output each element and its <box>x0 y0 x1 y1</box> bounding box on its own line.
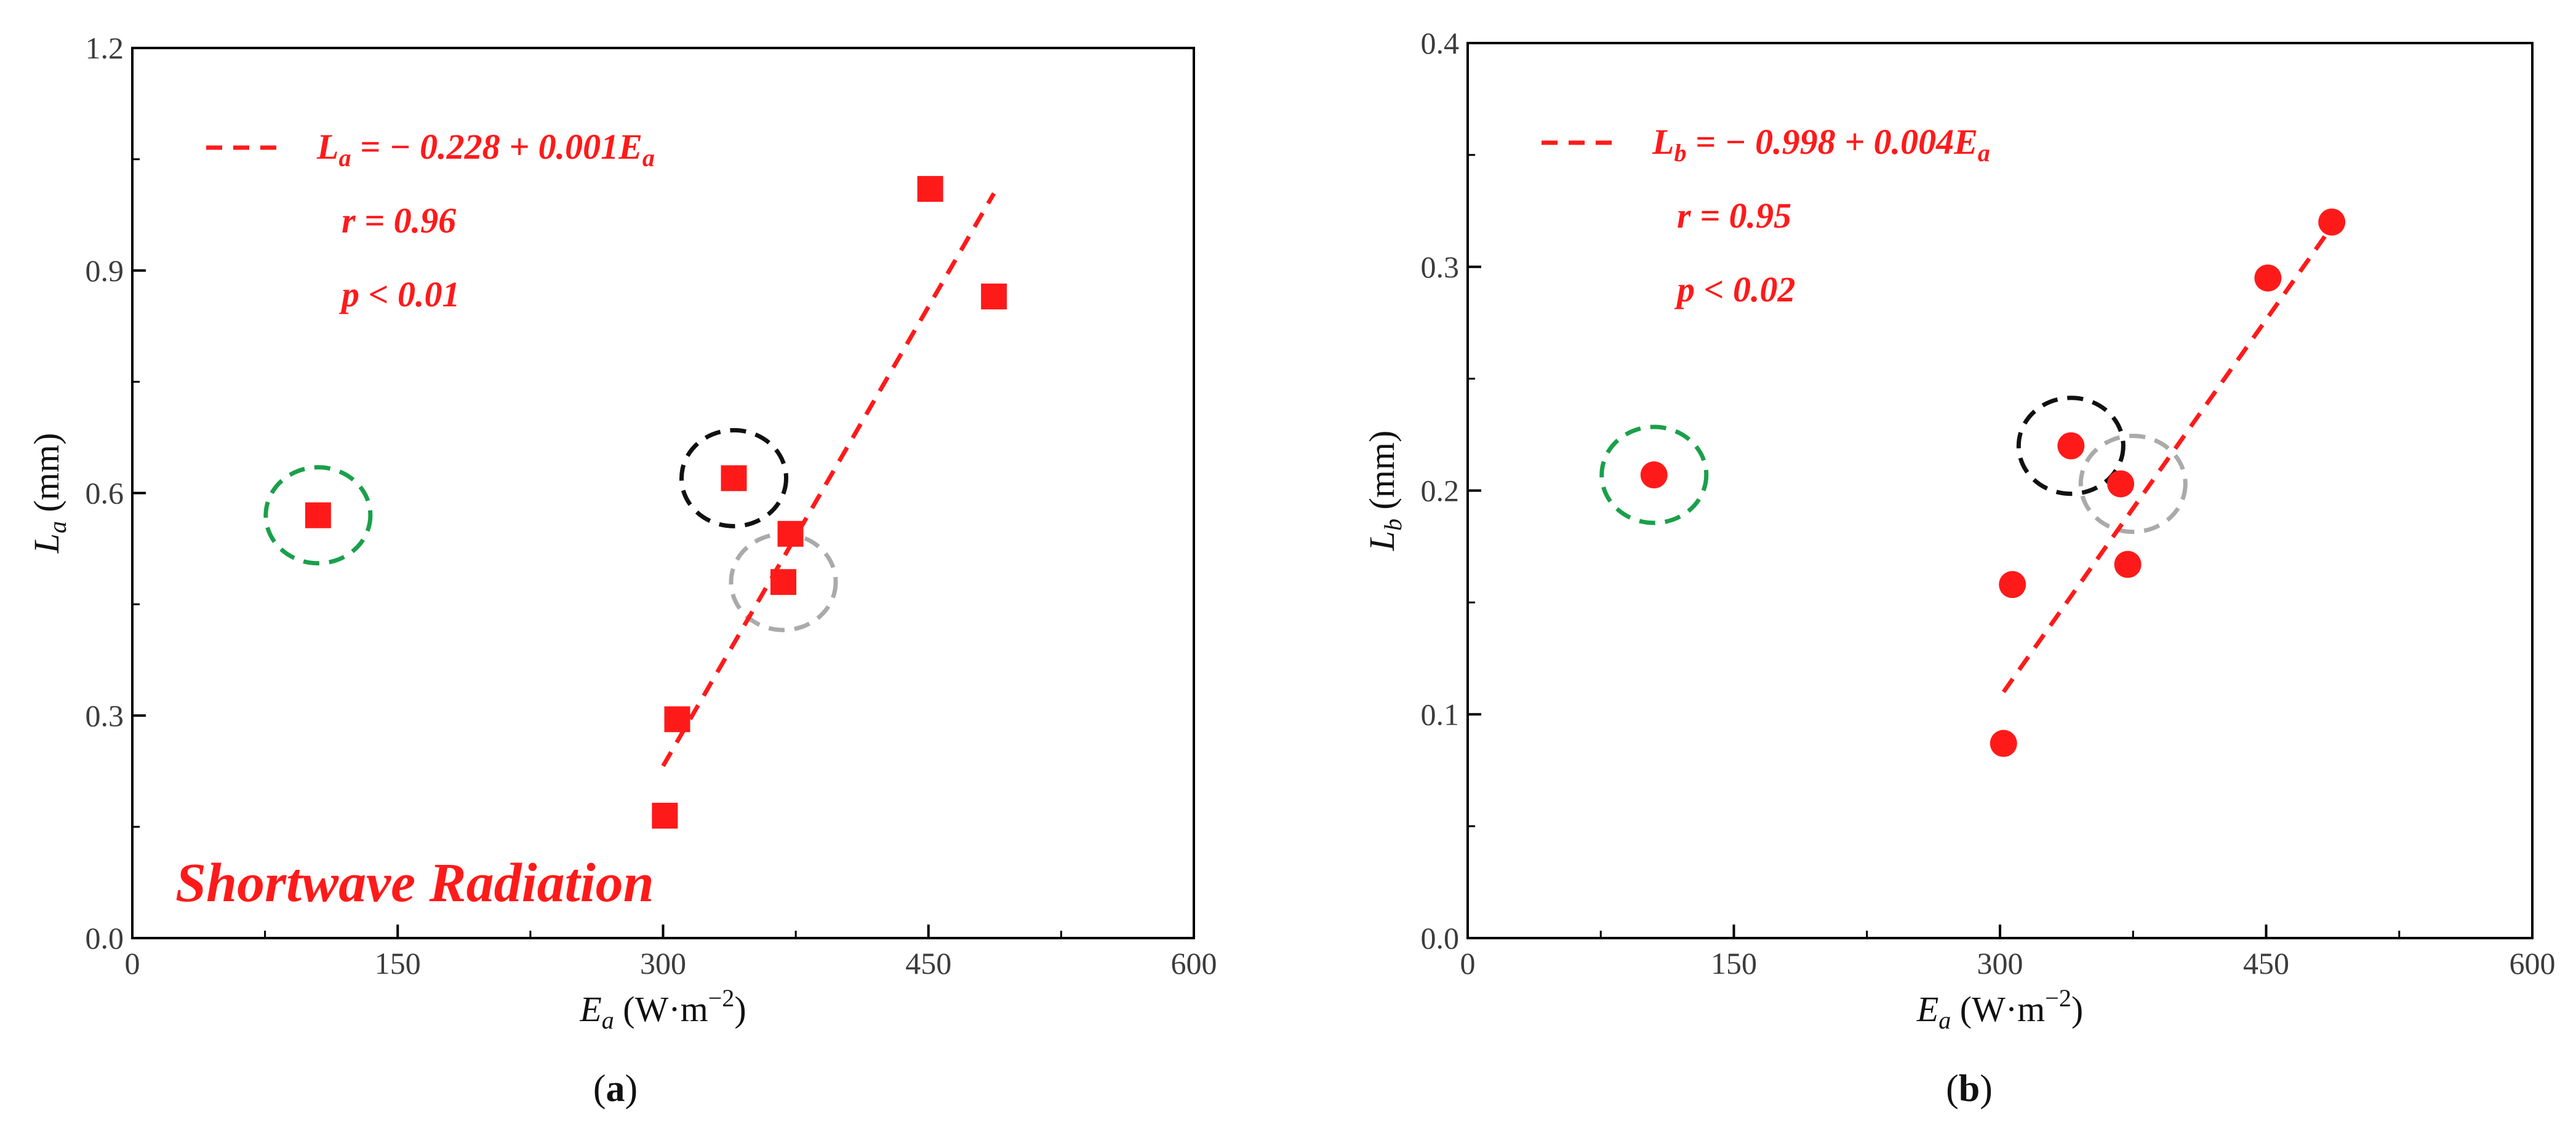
y-tick-label-b: 0.3 <box>1421 250 1460 284</box>
highlight-circle-green-b <box>1599 424 1709 525</box>
r-value-b: r = 0.95 <box>1677 196 1791 236</box>
y-tick-label-a: 0.0 <box>86 921 124 955</box>
data-point-b <box>1999 571 2026 599</box>
data-point-a <box>652 803 678 829</box>
highlight-circle-black-a <box>679 428 788 528</box>
data-point-b <box>2107 470 2135 498</box>
data-point-a <box>664 706 690 733</box>
p-value-b: p < 0.02 <box>1674 269 1796 309</box>
x-tick-label-b: 450 <box>2243 946 2289 981</box>
y-tick-label-b: 0.1 <box>1421 697 1460 731</box>
x-tick-label-a: 150 <box>375 946 421 981</box>
data-point-a <box>777 520 804 547</box>
x-axis-title-b: Ea (W·m−2) <box>1916 984 2083 1034</box>
plot-frame-b <box>1466 42 2534 939</box>
data-point-b <box>2318 209 2346 236</box>
x-tick-label-b: 600 <box>2510 946 2556 981</box>
x-tick-label-b: 0 <box>1460 946 1476 981</box>
y-axis-title-b: Lb (mm) <box>1362 431 1407 552</box>
y-tick-label-b: 0.0 <box>1421 921 1460 955</box>
y-tick-label-a: 0.9 <box>86 253 124 288</box>
y-tick-label-a: 0.3 <box>86 698 124 733</box>
fit-line-a <box>661 192 996 767</box>
y-tick-label-a: 1.2 <box>86 31 124 65</box>
annotation-a: Shortwave Radiation <box>175 853 654 913</box>
x-tick-label-a: 450 <box>905 946 951 981</box>
p-value-a: p < 0.01 <box>338 274 460 314</box>
x-tick-label-a: 600 <box>1171 946 1217 981</box>
x-tick-label-b: 150 <box>1711 946 1757 981</box>
highlight-circle-black-b <box>2016 396 2126 496</box>
data-point-a <box>721 465 747 491</box>
panel-caption-a: (a) <box>593 1068 638 1110</box>
panel-caption-b: (b) <box>1946 1068 1993 1110</box>
panel-b: 0 150 300 450 600 0.0 0.1 0.2 0.3 0.4 Ea (W·m−2) Lb… <box>1362 26 2556 1110</box>
highlight-circle-green-a <box>263 465 373 566</box>
y-axis-title-a: La (mm) <box>26 433 71 554</box>
panel-a: 0 150 300 450 600 0.0 0.3 0.6 0.9 1.2 Ea (W·m−2) La… <box>26 31 1217 1110</box>
highlight-circle-gray-b <box>2078 434 2188 535</box>
x-tick-label-b: 300 <box>1977 946 2023 981</box>
y-tick-label-b: 0.2 <box>1421 474 1460 508</box>
x-axis-title-a: Ea (W·m−2) <box>579 984 746 1034</box>
data-point-b <box>2254 264 2282 292</box>
data-point-b <box>2114 551 2142 578</box>
data-point-b <box>2057 432 2085 460</box>
fit-equation-b: Lb = − 0.998 + 0.004Ea <box>1652 122 1990 167</box>
x-tick-label-a: 0 <box>125 946 140 981</box>
x-tick-label-a: 300 <box>640 946 686 981</box>
y-tick-label-a: 0.6 <box>86 476 124 511</box>
data-point-b <box>1640 461 1668 489</box>
fit-equation-a: La = − 0.228 + 0.001Ea <box>316 127 655 172</box>
data-point-a <box>305 502 331 528</box>
y-tick-label-b: 0.4 <box>1421 26 1460 60</box>
data-point-a <box>981 283 1007 309</box>
data-point-b <box>1990 730 2017 757</box>
data-point-a <box>917 176 943 202</box>
fit-line-b <box>2001 225 2334 693</box>
data-point-a <box>770 569 796 595</box>
r-value-a: r = 0.96 <box>342 201 456 241</box>
